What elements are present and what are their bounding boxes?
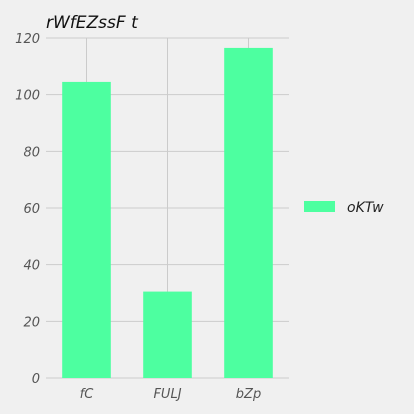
legend: oKTw: [304, 200, 384, 216]
y-tick-label: 40: [23, 259, 40, 274]
y-tick-label: 80: [23, 145, 40, 160]
bar-fC: [62, 82, 111, 378]
legend-label: oKTw: [347, 200, 384, 216]
y-tick-label: 120: [15, 32, 40, 47]
x-tick-label: fC: [80, 387, 95, 402]
x-tick-label: FULJ: [153, 387, 181, 402]
x-tick-label: bZp: [236, 387, 261, 402]
y-tick-label: 0: [32, 372, 40, 387]
legend-swatch: [304, 201, 335, 212]
y-axis-ticks: 0 20 40 60 80 100 120: [15, 32, 40, 387]
y-tick-label: 60: [23, 202, 40, 217]
bar-bZp: [224, 48, 273, 378]
y-tick-label: 20: [23, 315, 40, 330]
chart-title: rWfEZssF t: [46, 13, 139, 33]
y-tick-label: 100: [15, 89, 40, 104]
bar-FULJ: [143, 292, 192, 378]
x-axis-ticks: fC FULJ bZp: [80, 387, 262, 402]
